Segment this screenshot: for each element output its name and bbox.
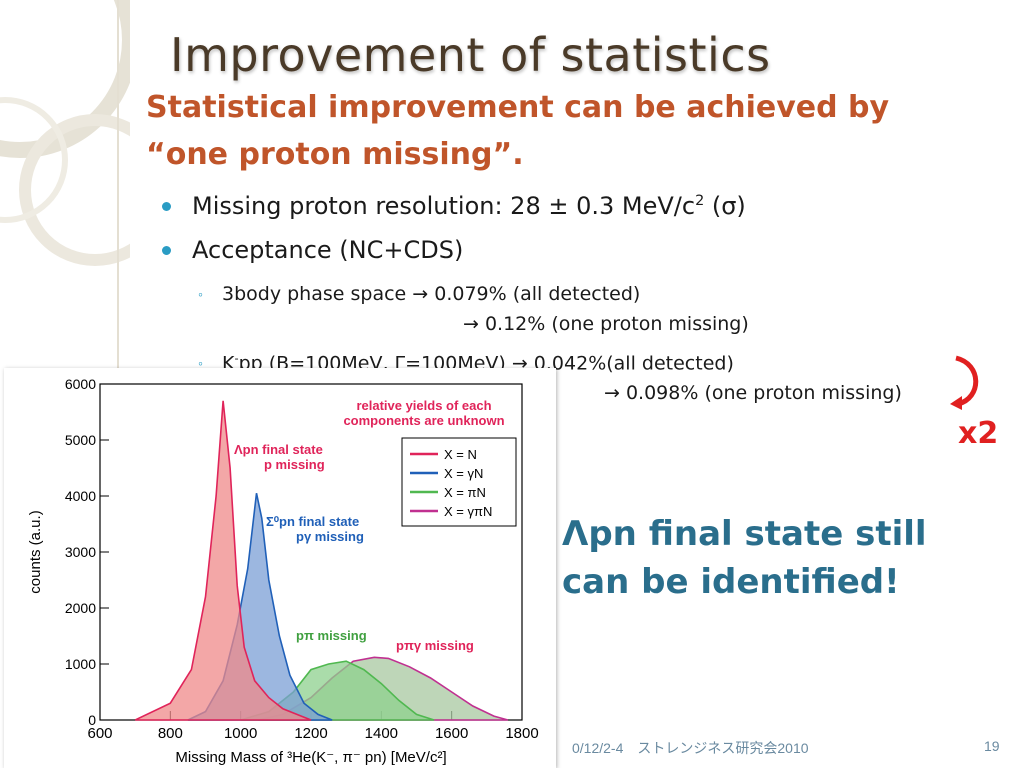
- x-axis-label: Missing Mass of ³He(K⁻, π⁻ pn) [MeV/c²]: [175, 749, 446, 766]
- bullet-dot-icon: [162, 202, 171, 211]
- footer-page-number: 19: [984, 738, 1000, 754]
- missing-mass-plot: 600 800 1000 1200 1400 1600 1800 0 1000 2000 3000 4…: [4, 368, 556, 768]
- series-area-0: [134, 400, 312, 721]
- y-tick-label: 5000: [65, 432, 96, 448]
- x-tick-label: 600: [87, 725, 112, 742]
- x-tick-label: 1200: [294, 725, 327, 742]
- bullet-resolution-sigma: (σ): [704, 192, 746, 220]
- sub-bullet-ring-icon: ◦: [198, 286, 203, 302]
- sub-bullet-kpp-line2: → 0.098% (one proton missing): [604, 382, 902, 404]
- bullet-resolution-text: Missing proton resolution: 28 ± 0.3 MeV/…: [192, 192, 696, 220]
- series-label-0: Λpn final state: [234, 442, 323, 457]
- legend-label-0: X = N: [444, 447, 477, 462]
- x-tick-label: 800: [158, 725, 183, 742]
- sub-bullet-ring-icon: ◦: [198, 355, 203, 371]
- annotation-text: components are unknown: [343, 413, 504, 428]
- legend-label-1: X = γN: [444, 466, 483, 481]
- y-tick-label: 1000: [65, 656, 96, 672]
- y-tick-label: 0: [88, 712, 96, 728]
- series-label-0: p missing: [264, 457, 325, 472]
- bullet-resolution-sup: 2: [695, 193, 705, 209]
- footer-date: 0/12/2-4 ストレンジネス研究会2010: [572, 740, 809, 756]
- series-label-1: Σ⁰pn final state: [266, 514, 359, 529]
- slide-title: Improvement of statistics: [170, 28, 771, 82]
- series-label-2: pπ missing: [296, 628, 367, 643]
- x2-label: x2: [958, 416, 999, 451]
- series-label-1: pγ missing: [296, 529, 364, 544]
- subtitle-line-1: Statistical improvement can be achieved …: [146, 90, 890, 125]
- series-label-3: pπγ missing: [396, 638, 474, 653]
- subtitle-line-2: “one proton missing”.: [146, 137, 524, 172]
- annotation-text: relative yields of each: [356, 398, 491, 413]
- bullet-dot-icon: [162, 246, 171, 255]
- chart-svg: 600 800 1000 1200 1400 1600 1800 0 1000 2000 3000 4…: [27, 376, 539, 766]
- y-tick-label: 4000: [65, 488, 96, 504]
- bullet-acceptance-text: Acceptance (NC+CDS): [192, 236, 464, 264]
- legend-label-3: X = γπN: [444, 504, 492, 519]
- callout-line-1: Λpn final state still: [562, 514, 927, 554]
- y-tick-label: 3000: [65, 544, 96, 560]
- curved-arrow-icon: [950, 355, 979, 410]
- x-tick-label: 1000: [224, 725, 257, 742]
- sub-bullet-3body-line1: 3body phase space → 0.079% (all detected…: [222, 283, 641, 305]
- kpp-sup: -: [234, 351, 239, 365]
- x-tick-label: 1400: [365, 725, 398, 742]
- y-tick-label: 2000: [65, 600, 96, 616]
- x-tick-label: 1800: [505, 725, 538, 742]
- y-tick-label: 6000: [65, 376, 96, 392]
- callout-line-2: can be identified!: [562, 562, 900, 602]
- y-axis-label: counts (a.u.): [27, 510, 44, 593]
- x-tick-label: 1600: [435, 725, 468, 742]
- legend-label-2: X = πN: [444, 485, 486, 500]
- sub-bullet-3body-line2: → 0.12% (one proton missing): [463, 313, 749, 335]
